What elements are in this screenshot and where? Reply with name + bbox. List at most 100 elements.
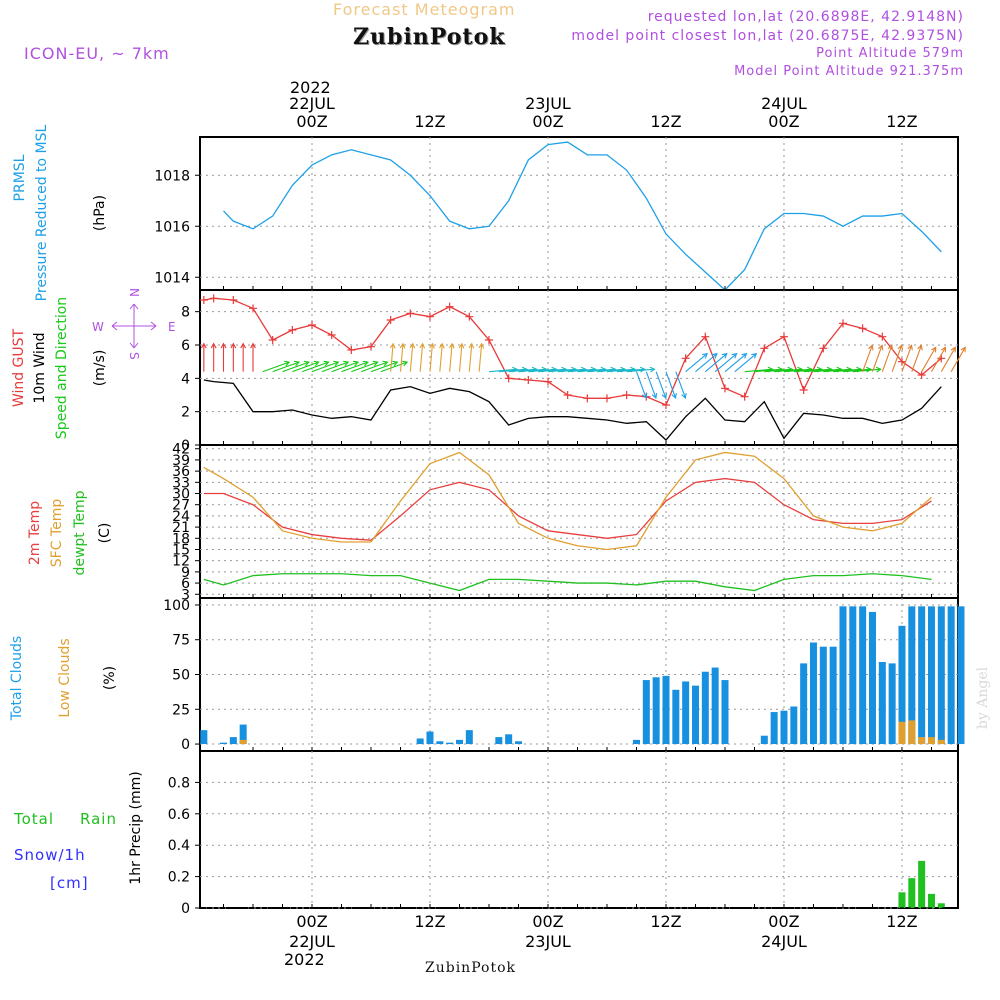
wind-arrow-head [731, 352, 738, 359]
wind-arrow-head [641, 392, 648, 400]
gust-marker [878, 332, 887, 341]
wind-arrow-head [293, 360, 301, 367]
y-tick-label: 30 [172, 487, 190, 503]
bar-total-rain [908, 878, 916, 908]
bar-total-clouds [947, 606, 955, 745]
wind-arrow-head [866, 366, 873, 373]
bar-total-clouds [505, 734, 513, 745]
bar-total-clouds [780, 710, 788, 745]
wind-direction-arrow [488, 368, 517, 373]
wind-arrow-head [220, 342, 227, 349]
wind-arrow-head [230, 342, 237, 349]
wind-direction-arrow [272, 361, 300, 373]
wind-direction-arrow [557, 368, 586, 373]
bar-total-clouds [416, 738, 424, 745]
top-year: 2022 [290, 78, 331, 97]
gust-marker [917, 371, 926, 379]
series-line-dewpt-temp [203, 573, 932, 592]
wind-arrow-head [639, 366, 646, 373]
gust-marker [760, 344, 769, 353]
wind-arrow-head [323, 360, 330, 367]
gust-marker [524, 376, 533, 384]
bar-total-clouds [652, 677, 660, 745]
gust-marker [543, 377, 552, 386]
y-tick-label: 33 [172, 475, 190, 491]
y-tick-label: 75 [172, 633, 190, 649]
wind-arrow-head [875, 366, 882, 373]
wind-direction-arrow [399, 343, 404, 372]
bar-low-clouds [927, 737, 935, 745]
gust-marker [288, 326, 297, 334]
bar-total-clouds [908, 606, 916, 745]
y-tick-label: 15 [172, 542, 190, 558]
bottom-hour-label: 12Z [650, 912, 682, 931]
bar-total-clouds [455, 739, 463, 745]
y-tick-label: 39 [172, 453, 190, 469]
wind-arrow-head [649, 366, 656, 373]
wind-direction-arrow [606, 368, 635, 373]
wind-arrow-head [661, 392, 668, 400]
wind-arrow-head [439, 342, 445, 349]
bar-total-clouds [878, 661, 886, 745]
wind-arrow-head [458, 342, 465, 349]
wind-direction-arrow [282, 361, 310, 373]
wind-direction-arrow [842, 368, 871, 373]
bar-total-clouds [937, 606, 945, 745]
bottom-hour-label: 12Z [414, 912, 446, 931]
y-tick-label: 0.2 [168, 870, 190, 886]
bar-total-clouds [436, 741, 444, 745]
wind-direction-arrow [518, 368, 547, 373]
bar-total-clouds [918, 606, 926, 745]
y-tick-label: 18 [172, 531, 190, 547]
y-tick-label: 8 [181, 305, 190, 321]
gust-marker [268, 336, 277, 344]
wind-arrow-head [950, 346, 956, 353]
bar-total-clouds [662, 675, 670, 745]
bar-total-clouds [859, 606, 867, 745]
wind-direction-arrow [852, 368, 881, 373]
y-tick-label: 100 [163, 598, 190, 614]
y-tick-label: 0.4 [168, 838, 190, 854]
bar-total-clouds [200, 730, 208, 745]
wind-direction-arrow [478, 343, 483, 372]
y-tick-label: 0 [181, 438, 190, 454]
top-day-label: 23JUL [525, 94, 571, 113]
wind-direction-arrow [449, 343, 453, 372]
wind-arrow-head [303, 360, 310, 367]
y-tick-label: 9 [181, 565, 190, 581]
wind-direction-arrow [626, 368, 655, 373]
wind-direction-arrow [508, 368, 537, 373]
y-tick-label: 4 [181, 371, 190, 387]
gust-marker [563, 391, 572, 399]
gust-marker [740, 392, 749, 401]
wind-direction-arrow [783, 368, 812, 373]
y-tick-label: 0.8 [168, 775, 190, 791]
bar-total-clouds [770, 712, 778, 745]
y-tick-label: 21 [172, 520, 190, 536]
wind-arrow-head [333, 360, 340, 367]
gust-marker [602, 394, 611, 403]
model-name: ICON-EU, ~ 7km [24, 44, 170, 63]
wind-direction-arrow [370, 361, 398, 373]
wind-direction-arrow [724, 353, 747, 373]
bar-total-clouds [672, 689, 680, 745]
bottom-day-label: 24JUL [761, 932, 807, 951]
bar-total-clouds [927, 606, 935, 745]
wind-direction-arrow [793, 368, 822, 373]
wind-arrow-head [419, 342, 426, 349]
gust-marker [425, 312, 434, 321]
bar-total-clouds [829, 646, 837, 745]
wind-arrow-head [210, 342, 217, 349]
panel-frame [199, 136, 959, 291]
y-tick-label: 27 [172, 498, 190, 514]
bottom-year: 2022 [284, 950, 325, 969]
wind-direction-arrow [409, 343, 414, 372]
bar-total-clouds [819, 646, 827, 745]
wind-direction-arrow [862, 345, 873, 372]
wind-direction-arrow [665, 371, 677, 399]
wind-direction-arrow [940, 347, 956, 372]
wind-direction-arrow [360, 361, 388, 373]
gust-marker [484, 336, 493, 344]
bar-low-clouds [937, 739, 945, 745]
gust-marker [308, 321, 316, 329]
